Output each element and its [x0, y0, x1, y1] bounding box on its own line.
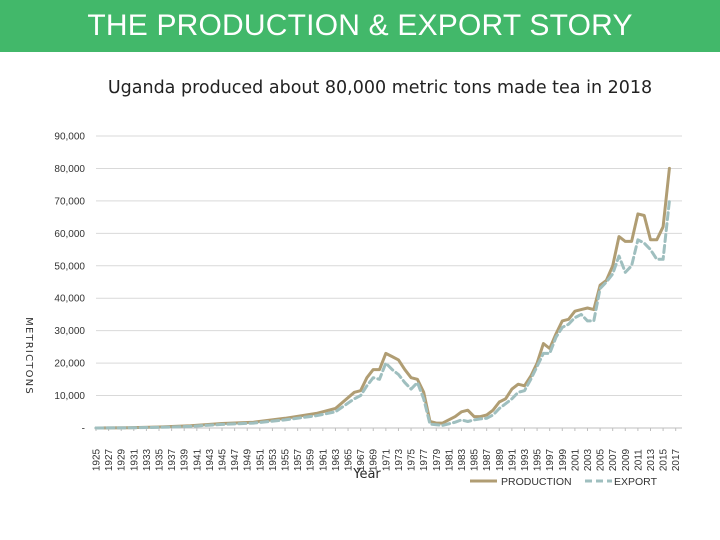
x-tick-label: 1935: [155, 448, 166, 471]
x-tick-label: 1989: [495, 448, 506, 471]
legend-label-production: PRODUCTION: [501, 476, 572, 488]
x-tick-label: 2011: [633, 449, 644, 471]
x-tick-label: 2013: [646, 448, 657, 471]
series-line-export: [94, 199, 671, 430]
x-tick-label: 1927: [104, 448, 115, 471]
x-tick-label: 2015: [659, 448, 670, 471]
y-axis-label: METRICTONS: [23, 317, 34, 395]
x-tick-label: 1959: [306, 448, 317, 471]
y-tick-label: 80,000: [54, 164, 85, 175]
page-title: THE PRODUCTION & EXPORT STORY: [87, 9, 633, 42]
x-tick-label: 1981: [444, 448, 455, 471]
chart-title: Uganda produced about 80,000 metric tons…: [107, 78, 653, 98]
x-tick-label: 1965: [344, 448, 355, 471]
x-tick-label: 1973: [394, 448, 405, 471]
x-tick-label: 1939: [180, 448, 191, 471]
x-tick-label: 2001: [570, 448, 581, 471]
x-tick-label: 1941: [192, 448, 203, 471]
x-tick-label: 1947: [230, 448, 241, 471]
x-tick-label: 2003: [583, 448, 594, 471]
legend-label-export: EXPORT: [614, 476, 658, 488]
x-tick-label: 1991: [507, 448, 518, 471]
y-tick-label: 20,000: [54, 359, 85, 370]
x-tick-label: 1931: [129, 448, 140, 471]
x-tick-label: 1955: [281, 448, 292, 471]
x-tick-label: 1961: [318, 448, 329, 471]
x-tick-label: 1999: [558, 448, 569, 471]
y-tick-label: 70,000: [54, 196, 85, 207]
x-tick-label: 2005: [596, 448, 607, 471]
x-tick-label: 2007: [608, 448, 619, 471]
x-tick-label: 1933: [142, 448, 153, 471]
x-tick-label: 1963: [331, 448, 342, 471]
x-tick-label: 1995: [533, 448, 544, 471]
x-tick-label: 1975: [407, 448, 418, 471]
x-tick-label: 1969: [369, 448, 380, 471]
y-tick-label: 90,000: [54, 132, 85, 143]
x-tick-label: 1967: [356, 448, 367, 471]
y-tick-label: 10,000: [54, 391, 85, 402]
y-tick-label: 40,000: [54, 294, 85, 305]
y-tick-label: 60,000: [54, 229, 85, 240]
x-tick-label: 1937: [167, 448, 178, 471]
x-tick-label: 1957: [293, 448, 304, 471]
title-banner: THE PRODUCTION & EXPORT STORY: [0, 0, 720, 52]
series-line-production: [94, 166, 671, 430]
y-tick-label: 50,000: [54, 261, 85, 272]
x-tick-label: 1925: [92, 448, 103, 471]
x-tick-label: 1987: [482, 448, 493, 471]
x-tick-label: 2009: [621, 448, 632, 471]
x-tick-label: 1993: [520, 448, 531, 471]
x-tick-label: 1979: [432, 448, 443, 471]
x-tick-label: 1985: [470, 448, 481, 471]
x-tick-label: 1997: [545, 448, 556, 471]
x-tick-label: 1929: [117, 448, 128, 471]
y-tick-label: -: [82, 424, 85, 435]
y-tick-label: 30,000: [54, 326, 85, 337]
x-tick-label: 1951: [255, 448, 266, 471]
x-tick-label: 1971: [381, 448, 392, 471]
x-tick-label: 1977: [419, 448, 430, 471]
x-tick-label: 1945: [218, 448, 229, 471]
x-tick-label: 2017: [671, 448, 682, 471]
x-tick-label: 1943: [205, 448, 216, 471]
x-axis-label: Year: [352, 467, 381, 482]
x-tick-label: 1949: [243, 448, 254, 471]
x-tick-label: 1953: [268, 448, 279, 471]
x-tick-label: 1983: [457, 448, 468, 471]
